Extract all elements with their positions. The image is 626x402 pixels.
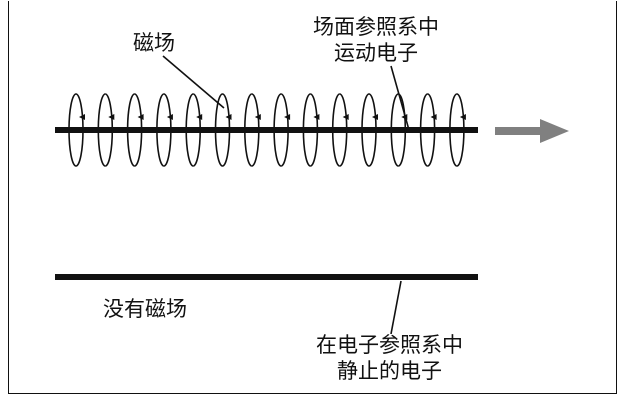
field-direction-arrow-icon (137, 114, 144, 120)
field-loop-front-arc (251, 93, 260, 167)
stationary-electron-wire (55, 274, 478, 280)
leader-line-moving (390, 65, 410, 131)
field-loop-front-arc (163, 93, 172, 167)
magnetic-field-label: 磁场 (133, 31, 175, 55)
field-direction-arrow-icon (225, 114, 232, 120)
field-loop-front-arc (105, 93, 114, 167)
no-field-label: 没有磁场 (103, 297, 187, 321)
field-loop-front-arc (398, 93, 407, 167)
field-direction-arrow-icon (430, 114, 437, 120)
field-direction-arrow-icon (196, 114, 203, 120)
field-direction-arrow-icon (79, 114, 85, 120)
leader-line-field (162, 55, 225, 109)
field-loop-front-arc (192, 93, 201, 167)
motion-arrow-icon (495, 119, 569, 143)
field-loop-front-arc (456, 93, 465, 167)
field-loop-front-arc (310, 93, 319, 167)
field-loops-front (75, 93, 466, 167)
field-direction-arrow-icon (459, 114, 466, 120)
field-direction-arrow-icon (108, 114, 115, 120)
moving-electron-label: 场面参照系中 运动电子 (313, 14, 439, 66)
rest-electron-label-line1: 在电子参照系中 (316, 333, 463, 357)
field-direction-arrow-icon (284, 114, 291, 120)
moving-electron-label-line1: 场面参照系中 (313, 15, 439, 39)
field-loop-front-arc (368, 93, 377, 167)
field-direction-arrow-icon (313, 114, 320, 120)
field-direction-arrow-icon (342, 114, 349, 120)
moving-electron-wire (55, 127, 478, 133)
rest-electron-label: 在电子参照系中 静止的电子 (316, 332, 463, 384)
moving-electron-label-line2: 运动电子 (334, 41, 418, 65)
field-direction-arrow-icon (372, 114, 378, 120)
rest-electron-label-line2: 静止的电子 (337, 359, 442, 383)
field-direction-arrow-icon (254, 114, 261, 120)
field-loop-front-arc (427, 93, 436, 167)
field-loop-front-arc (222, 93, 231, 167)
field-direction-arrow-icon (166, 114, 173, 120)
field-loop-front-arc (134, 93, 143, 167)
diagram-frame (8, 1, 617, 394)
field-loop-front-arc (339, 93, 348, 167)
leader-line-rest (390, 280, 402, 335)
field-loop-front-arc (280, 93, 289, 167)
field-loop-front-arc (75, 93, 84, 167)
